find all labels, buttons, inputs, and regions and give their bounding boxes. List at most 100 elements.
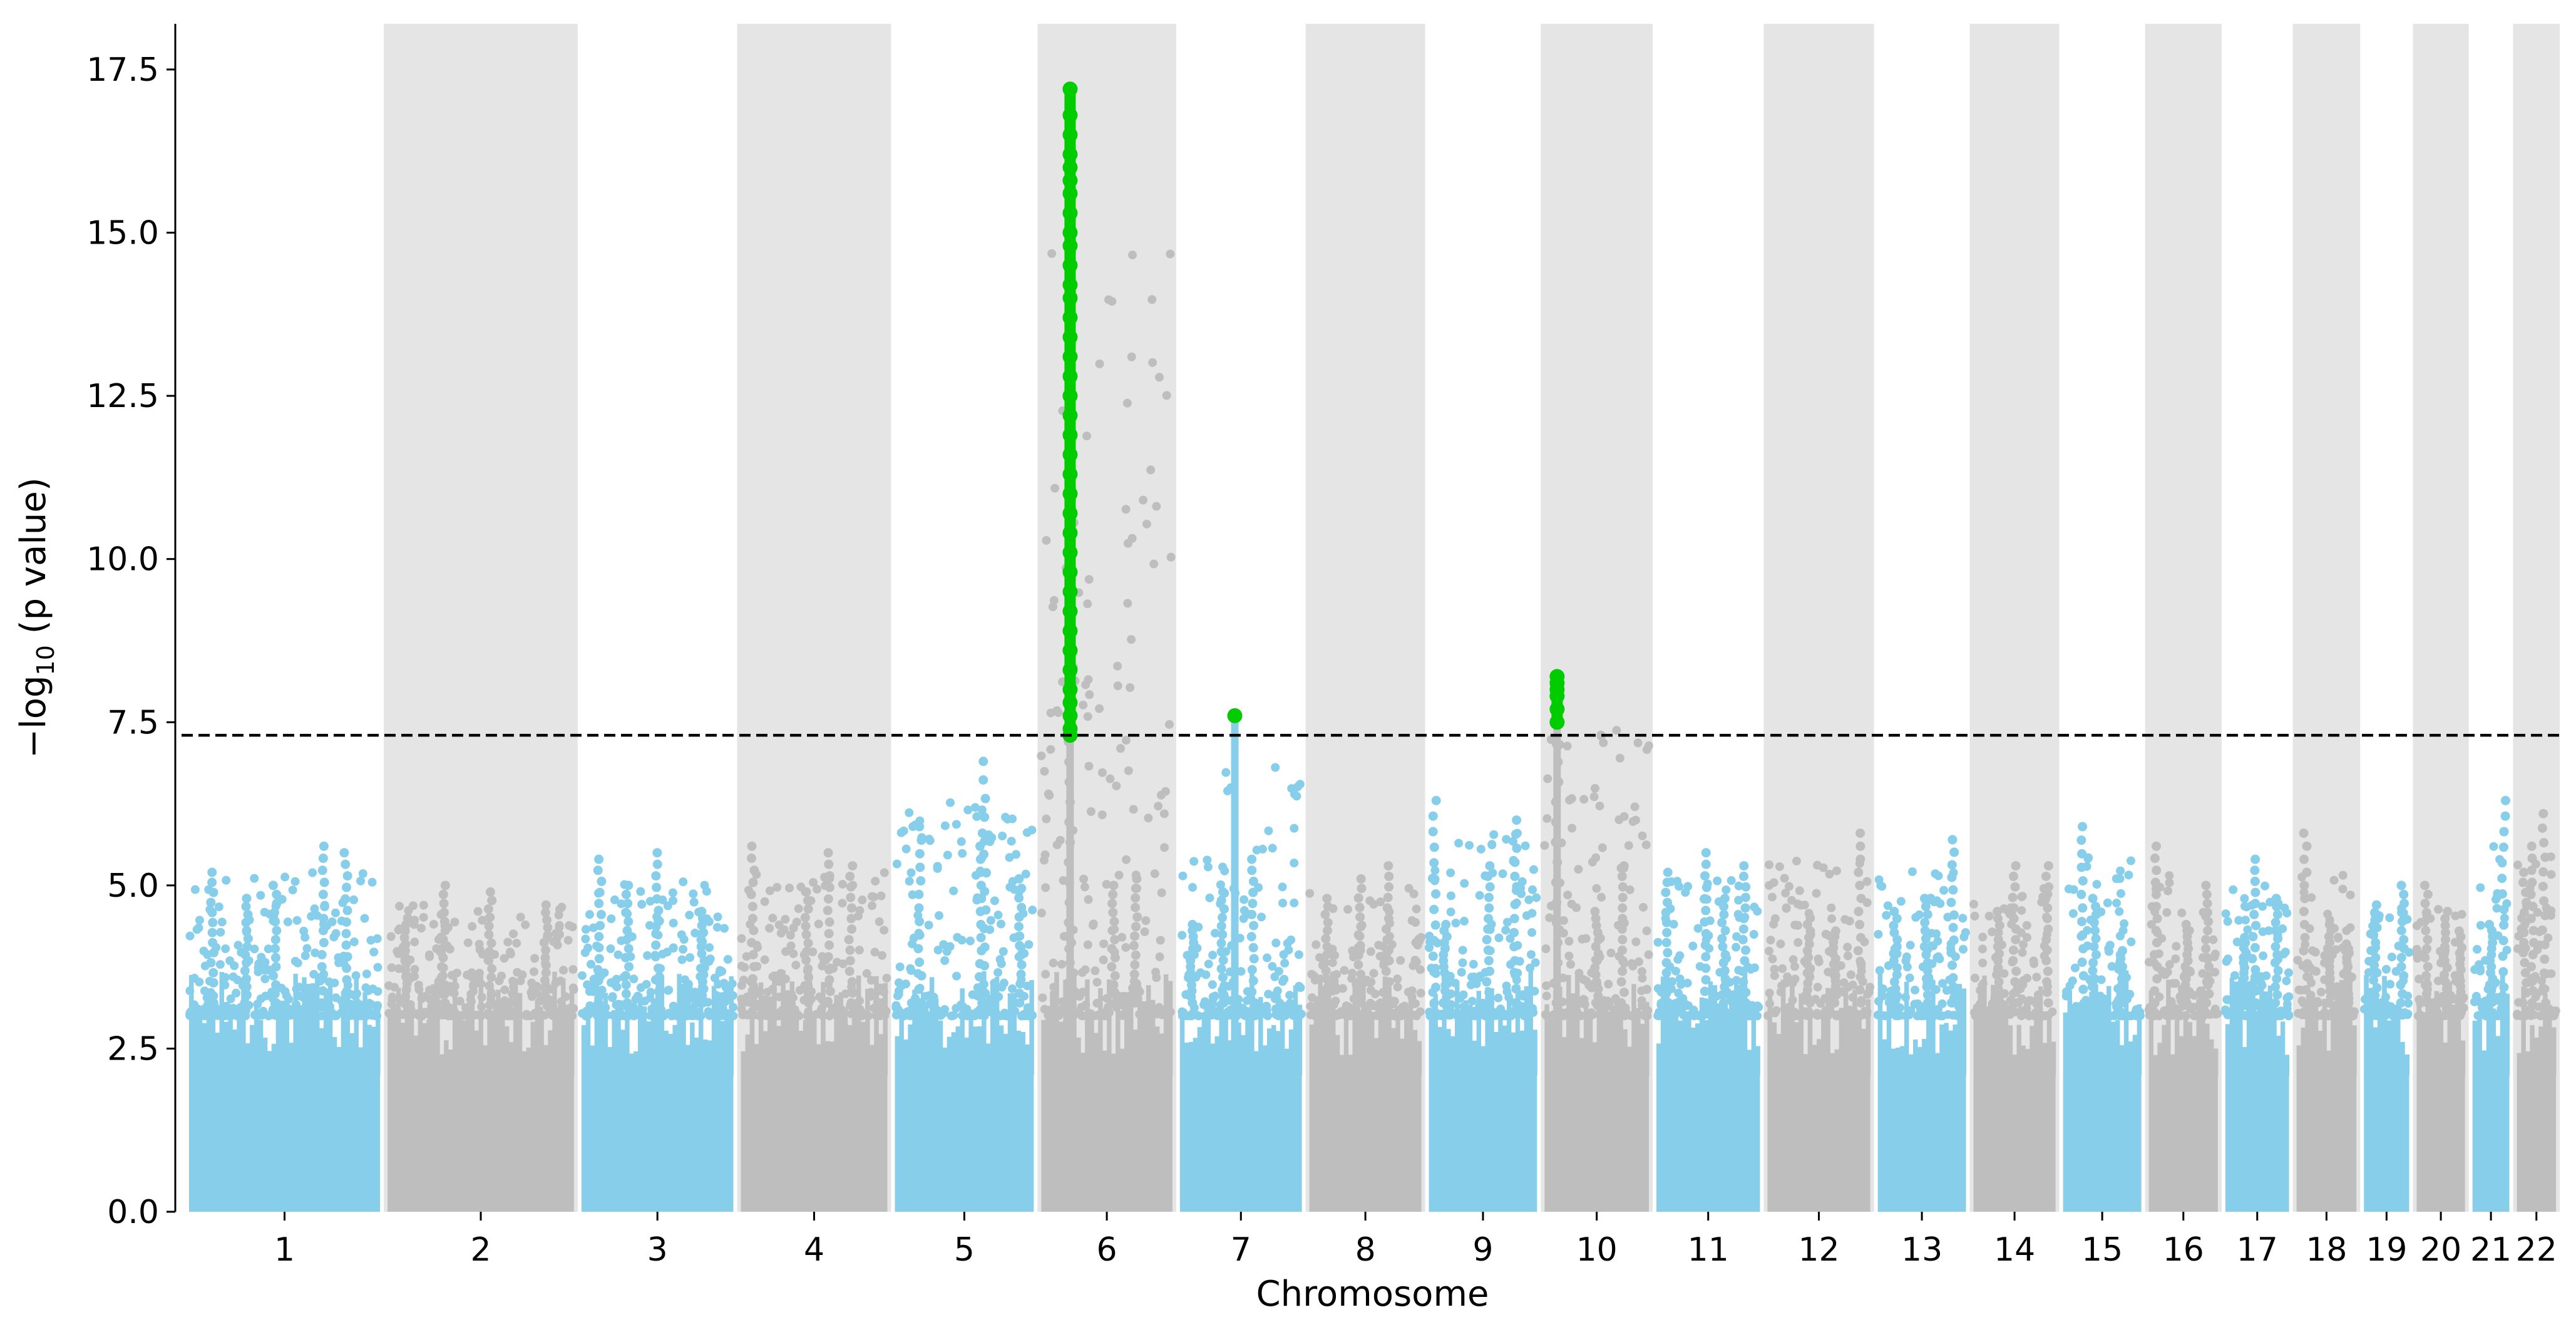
snp-peak-point <box>2077 917 2087 927</box>
snp-point <box>1602 1011 1611 1020</box>
chromosome-13-points <box>1873 835 1970 1212</box>
snp-peak-point <box>2302 959 2312 969</box>
chromosome-5-dense-column <box>977 1026 982 1076</box>
snp-peak-point <box>269 971 279 981</box>
snp-point <box>521 920 530 929</box>
snp-peak-point <box>1216 896 1226 906</box>
significant-snp-point <box>1062 662 1078 678</box>
chromosome-14-dense-column <box>2008 1025 2013 1076</box>
chromosome-3-dense-column <box>716 1014 721 1076</box>
chromosome-16-dense-column <box>2192 1036 2197 1076</box>
snp-peak-point <box>593 965 603 975</box>
snp-peak-point <box>437 944 447 954</box>
snp-point <box>233 941 243 950</box>
snp-point <box>509 929 518 939</box>
chromosome-5-dense-column <box>960 988 965 1076</box>
snp-point <box>1518 991 1527 1001</box>
snp-peak-point <box>1949 847 1959 857</box>
snp-point <box>2416 999 2425 1008</box>
snp-point <box>1152 973 1161 983</box>
snp-peak-point <box>1700 986 1710 996</box>
snp-point <box>1489 830 1499 839</box>
significant-snp-point <box>1062 505 1078 521</box>
snp-point <box>358 869 367 879</box>
chromosome-7-dense-column <box>1223 1013 1228 1076</box>
snp-peak-point <box>1661 907 1671 917</box>
snp-point <box>1241 1009 1251 1018</box>
chromosome-16-dense-column <box>2214 1048 2219 1076</box>
snp-peak-point <box>2042 945 2052 955</box>
significant-snp-point <box>1062 277 1078 292</box>
snp-point <box>1619 812 1629 821</box>
chromosome-3-dense-column <box>659 975 665 1076</box>
chromosome-12-points <box>1763 828 1875 1212</box>
snp-point <box>1038 993 1047 1003</box>
snp-point <box>2123 1011 2133 1021</box>
snp-point <box>2280 903 2289 912</box>
snp-point <box>1273 986 1282 996</box>
snp-point <box>1332 970 1341 979</box>
snp-point <box>500 996 510 1005</box>
snp-point <box>768 972 777 981</box>
chromosome-8-dense-column <box>1352 982 1357 1076</box>
snp-point <box>935 911 944 921</box>
snp-peak-point <box>541 960 551 970</box>
chromosome-7-dense-column <box>1288 1030 1294 1076</box>
snp-point <box>2120 919 2129 929</box>
snp-point <box>530 954 540 963</box>
snp-peak-point <box>1130 931 1140 941</box>
snp-point <box>2019 940 2028 949</box>
snp-point <box>1445 1011 1455 1020</box>
snp-point <box>1021 869 1030 879</box>
snp-point <box>629 974 639 984</box>
snp-point <box>1157 888 1166 897</box>
chromosome-1-dense-column <box>336 1046 342 1076</box>
snp-point <box>1393 983 1402 992</box>
snp-point <box>1407 993 1417 1002</box>
snp-point <box>234 1011 244 1020</box>
snp-point <box>2069 1007 2078 1016</box>
snp-peak-point <box>2271 998 2281 1008</box>
chromosome-13-dense-column <box>1931 980 1936 1076</box>
snp-point <box>1494 933 1504 942</box>
snp-point <box>1976 986 1985 995</box>
snp-point <box>868 901 877 911</box>
snp-peak-point <box>824 917 834 927</box>
chromosome-13-dense-column <box>1939 1025 1944 1076</box>
snp-peak-point <box>651 998 661 1008</box>
snp-peak-point <box>437 989 447 999</box>
snp-peak-point <box>2423 962 2433 972</box>
chromosome-15-dense-column <box>2111 1021 2116 1076</box>
chromosome-11-dense-column <box>1755 1046 1760 1076</box>
chromosome-11-dense-column <box>1660 976 1666 1076</box>
snp-peak-point <box>1429 842 1439 852</box>
snp-point <box>764 1011 774 1021</box>
snp-peak-point <box>2011 998 2021 1008</box>
snp-point <box>839 1006 848 1016</box>
snp-point <box>1290 823 1299 833</box>
snp-peak-point <box>2302 972 2312 982</box>
chromosome-2-dense-base <box>387 1075 574 1212</box>
snp-point <box>1155 373 1164 382</box>
snp-point <box>2348 1008 2358 1017</box>
snp-peak-point <box>2396 953 2406 963</box>
snp-point <box>1150 869 1159 879</box>
snp-point <box>1295 1011 1304 1021</box>
snp-point <box>1805 1011 1814 1021</box>
snp-point <box>2543 933 2553 942</box>
snp-point <box>1460 1001 1469 1011</box>
chromosome-13-dense-column <box>1891 1048 1896 1076</box>
snp-peak-point <box>206 897 216 907</box>
chromosome-2-points <box>384 880 578 1212</box>
chromosome-1-dense-base <box>189 1075 381 1212</box>
snp-peak-point <box>2249 987 2259 997</box>
snp-peak-point <box>1701 998 1711 1008</box>
snp-point <box>2258 902 2267 911</box>
snp-point <box>870 947 880 957</box>
snp-peak-point <box>2202 899 2212 909</box>
snp-peak-point <box>319 937 329 947</box>
snp-point <box>1860 1010 1870 1020</box>
chromosome-2-dense-column <box>465 1013 471 1076</box>
snp-peak-point <box>342 952 352 962</box>
snp-point <box>1970 973 1979 983</box>
